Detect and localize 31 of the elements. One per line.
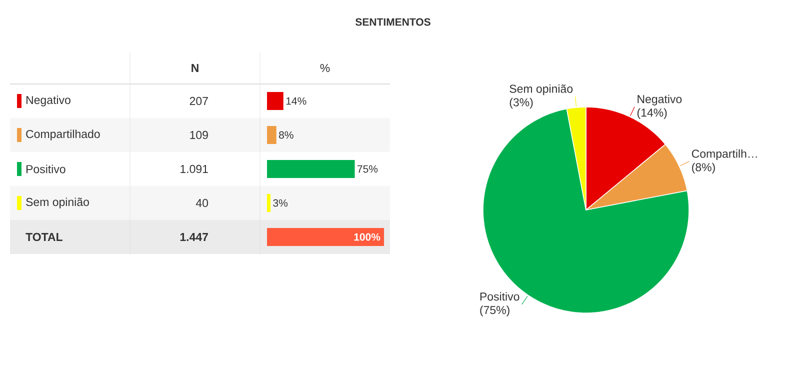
bar xyxy=(267,228,384,246)
data-label: (3%) xyxy=(510,98,533,109)
text: 207 xyxy=(190,96,208,106)
slice-label: Positivo xyxy=(480,292,520,301)
text: 1.091 xyxy=(180,164,208,174)
data-label: 75% xyxy=(357,165,378,173)
data-label: 8% xyxy=(279,131,294,139)
slice-label: Compartilh… xyxy=(692,149,757,160)
text: 1.447 xyxy=(180,233,208,241)
bar xyxy=(267,160,355,178)
data-label: (8%) xyxy=(692,162,715,174)
y-tick-label: TOTAL xyxy=(26,232,62,242)
y-tick-label: Negativo xyxy=(26,96,70,106)
data-label: (14%) xyxy=(637,108,667,119)
data-label: (75%) xyxy=(480,306,510,316)
bar xyxy=(267,92,284,110)
text: N xyxy=(192,64,198,72)
data-label: 14% xyxy=(286,97,306,105)
chart-title: SENTIMENTOS xyxy=(355,18,430,26)
y-tick-label: Sem opinião xyxy=(26,198,89,208)
data-label: 100% xyxy=(354,233,380,241)
slice-label: Sem opinião xyxy=(510,84,573,96)
text: 40 xyxy=(196,198,208,208)
slice-label: Negativo xyxy=(638,94,682,106)
text: 109 xyxy=(190,130,208,140)
data-label: 3% xyxy=(273,199,288,207)
bar xyxy=(267,126,276,144)
y-tick-label: Compartilhado xyxy=(26,130,100,140)
bar xyxy=(267,194,271,212)
text: % xyxy=(320,64,330,72)
y-tick-label: Positivo xyxy=(26,164,66,174)
